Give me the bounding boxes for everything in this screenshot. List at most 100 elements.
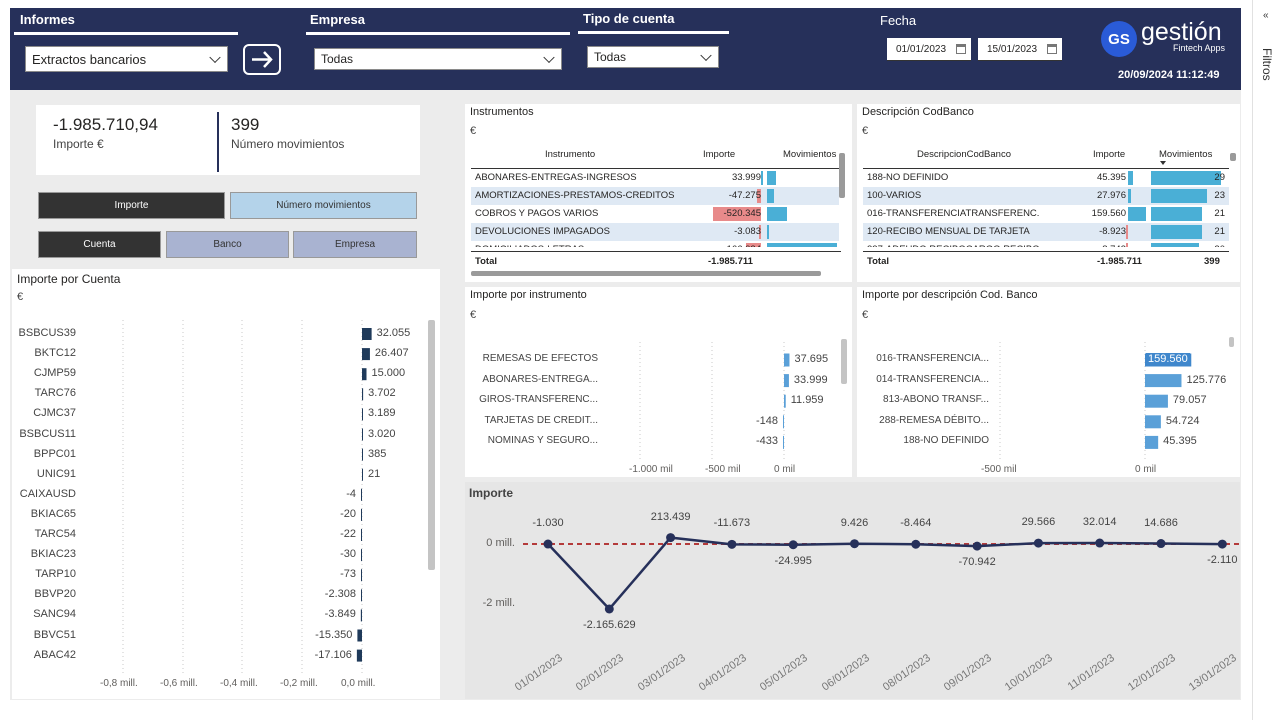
column-header-descripcion[interactable]: DescripcionCodBanco — [917, 149, 1011, 160]
data-label: -24.995 — [774, 554, 812, 567]
bar[interactable] — [783, 415, 784, 429]
bar[interactable] — [362, 348, 370, 361]
bar[interactable] — [361, 589, 362, 602]
bar[interactable] — [1145, 374, 1182, 388]
bar[interactable] — [362, 428, 363, 441]
bar[interactable] — [362, 448, 363, 461]
bar[interactable] — [784, 374, 789, 388]
table-row[interactable]: DEVOLUCIONES IMPAGADOS -3.083 — [471, 223, 839, 241]
table-row[interactable]: 188-NO DEFINIDO 45.395 29 — [863, 169, 1229, 187]
data-point[interactable] — [604, 604, 614, 614]
column-header-movimientos[interactable]: Movimientos — [783, 149, 837, 160]
bar[interactable] — [361, 508, 362, 521]
column-header-movimientos[interactable]: Movimientos — [1159, 149, 1213, 160]
data-label: -11.673 — [713, 517, 751, 530]
table-body[interactable]: 188-NO DEFINIDO 45.395 29 100-VARIOS 27.976 2… — [863, 169, 1229, 247]
importe-toggle-button[interactable]: Importe — [38, 192, 225, 219]
table-vscrollbar[interactable] — [1230, 153, 1236, 161]
table-row[interactable]: 337-ADEUDO RECIBOCARGO RECIBO -8.743 20 — [863, 241, 1229, 247]
bar[interactable] — [361, 569, 362, 582]
table-hscrollbar[interactable] — [471, 271, 821, 276]
empresa-toggle-button[interactable]: Empresa — [293, 231, 417, 258]
bar[interactable] — [362, 368, 367, 381]
category-label: NOMINAS Y SEGURO... — [487, 435, 598, 447]
importe-por-instrumento-chart[interactable]: Importe por instrumento € REMESAS DE EFE… — [465, 287, 852, 477]
informes-dropdown[interactable]: Extractos bancarios — [25, 46, 228, 72]
data-point[interactable] — [1095, 538, 1105, 548]
empresa-dropdown[interactable]: Todas — [314, 48, 562, 70]
data-label: 32.055 — [376, 327, 411, 339]
bar[interactable] — [362, 468, 363, 481]
column-header-importe[interactable]: Importe — [1093, 149, 1126, 160]
line-chart-svg — [523, 533, 1240, 614]
category-label: UNIC91 — [36, 467, 76, 480]
bar[interactable] — [362, 388, 364, 401]
data-point[interactable] — [788, 540, 798, 550]
table-row[interactable]: 120-RECIBO MENSUAL DE TARJETA -8.923 21 — [863, 223, 1229, 241]
data-point[interactable] — [727, 539, 737, 549]
filters-pane[interactable]: « Filtros — [1252, 0, 1280, 720]
bar[interactable] — [784, 394, 786, 408]
bar[interactable] — [784, 353, 790, 367]
bar[interactable] — [361, 549, 362, 562]
data-point[interactable] — [1217, 539, 1227, 549]
table-row[interactable]: COBROS Y PAGOS VARIOS -520.345 — [471, 205, 839, 223]
fecha-hasta-input[interactable]: 15/01/2023 — [978, 38, 1062, 61]
calendar-icon[interactable] — [956, 44, 966, 54]
importe-por-codbanco-chart[interactable]: Importe por descripción Cod. Banco € 016… — [857, 287, 1240, 477]
cuenta-toggle-button[interactable]: Cuenta — [38, 231, 161, 258]
table-vscrollbar[interactable] — [839, 153, 845, 198]
column-header-instrumento[interactable]: Instrumento — [545, 149, 596, 160]
bar[interactable] — [357, 629, 362, 642]
table-row[interactable]: 100-VARIOS 27.976 23 — [863, 187, 1229, 205]
data-point[interactable] — [543, 539, 553, 549]
importe-line-chart[interactable]: Importe -1.030 01/01/2023 -2.165.629 02/01/… — [465, 482, 1240, 699]
bar[interactable] — [360, 609, 362, 622]
informes-underline — [14, 32, 238, 35]
chart-scrollbar[interactable] — [428, 320, 435, 570]
go-arrow-button[interactable] — [243, 44, 281, 75]
table-body[interactable]: ABONARES-ENTREGAS-INGRESOS 33.999 AMORTIZA… — [471, 169, 839, 247]
movimientos-toggle-button[interactable]: Número movimientos — [230, 192, 417, 219]
category-label: BBVC51 — [33, 628, 76, 641]
banco-toggle-button[interactable]: Banco — [166, 231, 289, 258]
chart-title: Importe — [469, 486, 514, 500]
column-header-importe[interactable]: Importe — [703, 149, 736, 160]
category-label: BPPC01 — [33, 447, 76, 460]
bar[interactable] — [356, 649, 362, 662]
data-point[interactable] — [1156, 539, 1166, 549]
table-row[interactable]: DOMICILIADOS-LETRAS -166.024 — [471, 241, 839, 247]
bar[interactable] — [1145, 435, 1159, 449]
filters-pane-label[interactable]: Filtros — [1260, 48, 1274, 81]
category-label: GIROS-TRANSFERENC... — [479, 394, 598, 406]
calendar-icon[interactable] — [1047, 44, 1057, 54]
table-row[interactable]: AMORTIZACIONES-PRESTAMOS-CREDITOS -47.275 — [471, 187, 839, 205]
tipo-cuenta-dropdown[interactable]: Todas — [587, 46, 719, 68]
fecha-desde-input[interactable]: 01/01/2023 — [887, 38, 971, 61]
chart-scrollbar[interactable] — [1229, 337, 1234, 347]
data-point[interactable] — [1033, 538, 1043, 548]
bar[interactable] — [1145, 394, 1168, 408]
data-label: -30 — [340, 548, 356, 561]
row-name: ABONARES-ENTREGAS-INGRESOS — [475, 172, 637, 183]
table-row[interactable]: ABONARES-ENTREGAS-INGRESOS 33.999 — [471, 169, 839, 187]
bar[interactable] — [1145, 415, 1161, 429]
bar[interactable] — [362, 328, 372, 340]
collapse-filters-icon[interactable]: « — [1263, 10, 1269, 21]
data-label: 11.959 — [790, 394, 824, 407]
importe-por-cuenta-chart[interactable]: Importe por Cuenta € BSBCUS39 32.055 BKTC1… — [12, 269, 440, 699]
sort-desc-icon[interactable] — [1160, 161, 1166, 165]
data-point[interactable] — [666, 533, 676, 543]
bar[interactable] — [361, 488, 362, 501]
table-row[interactable]: 016-TRANSFERENCIATRANSFERENC. 159.560 21 — [863, 205, 1229, 223]
bar[interactable] — [361, 529, 362, 541]
chart-scrollbar[interactable] — [841, 339, 847, 384]
bar[interactable] — [783, 435, 784, 449]
instrumentos-table[interactable]: Instrumentos € Instrumento Importe Movim… — [465, 104, 852, 282]
data-point[interactable] — [972, 541, 982, 551]
bar[interactable] — [362, 408, 363, 421]
row-importe: -3.083 — [734, 226, 761, 237]
data-point[interactable] — [911, 539, 921, 549]
codbanco-table[interactable]: Descripción CodBanco € DescripcionCodBan… — [857, 104, 1240, 282]
data-point[interactable] — [850, 539, 859, 549]
